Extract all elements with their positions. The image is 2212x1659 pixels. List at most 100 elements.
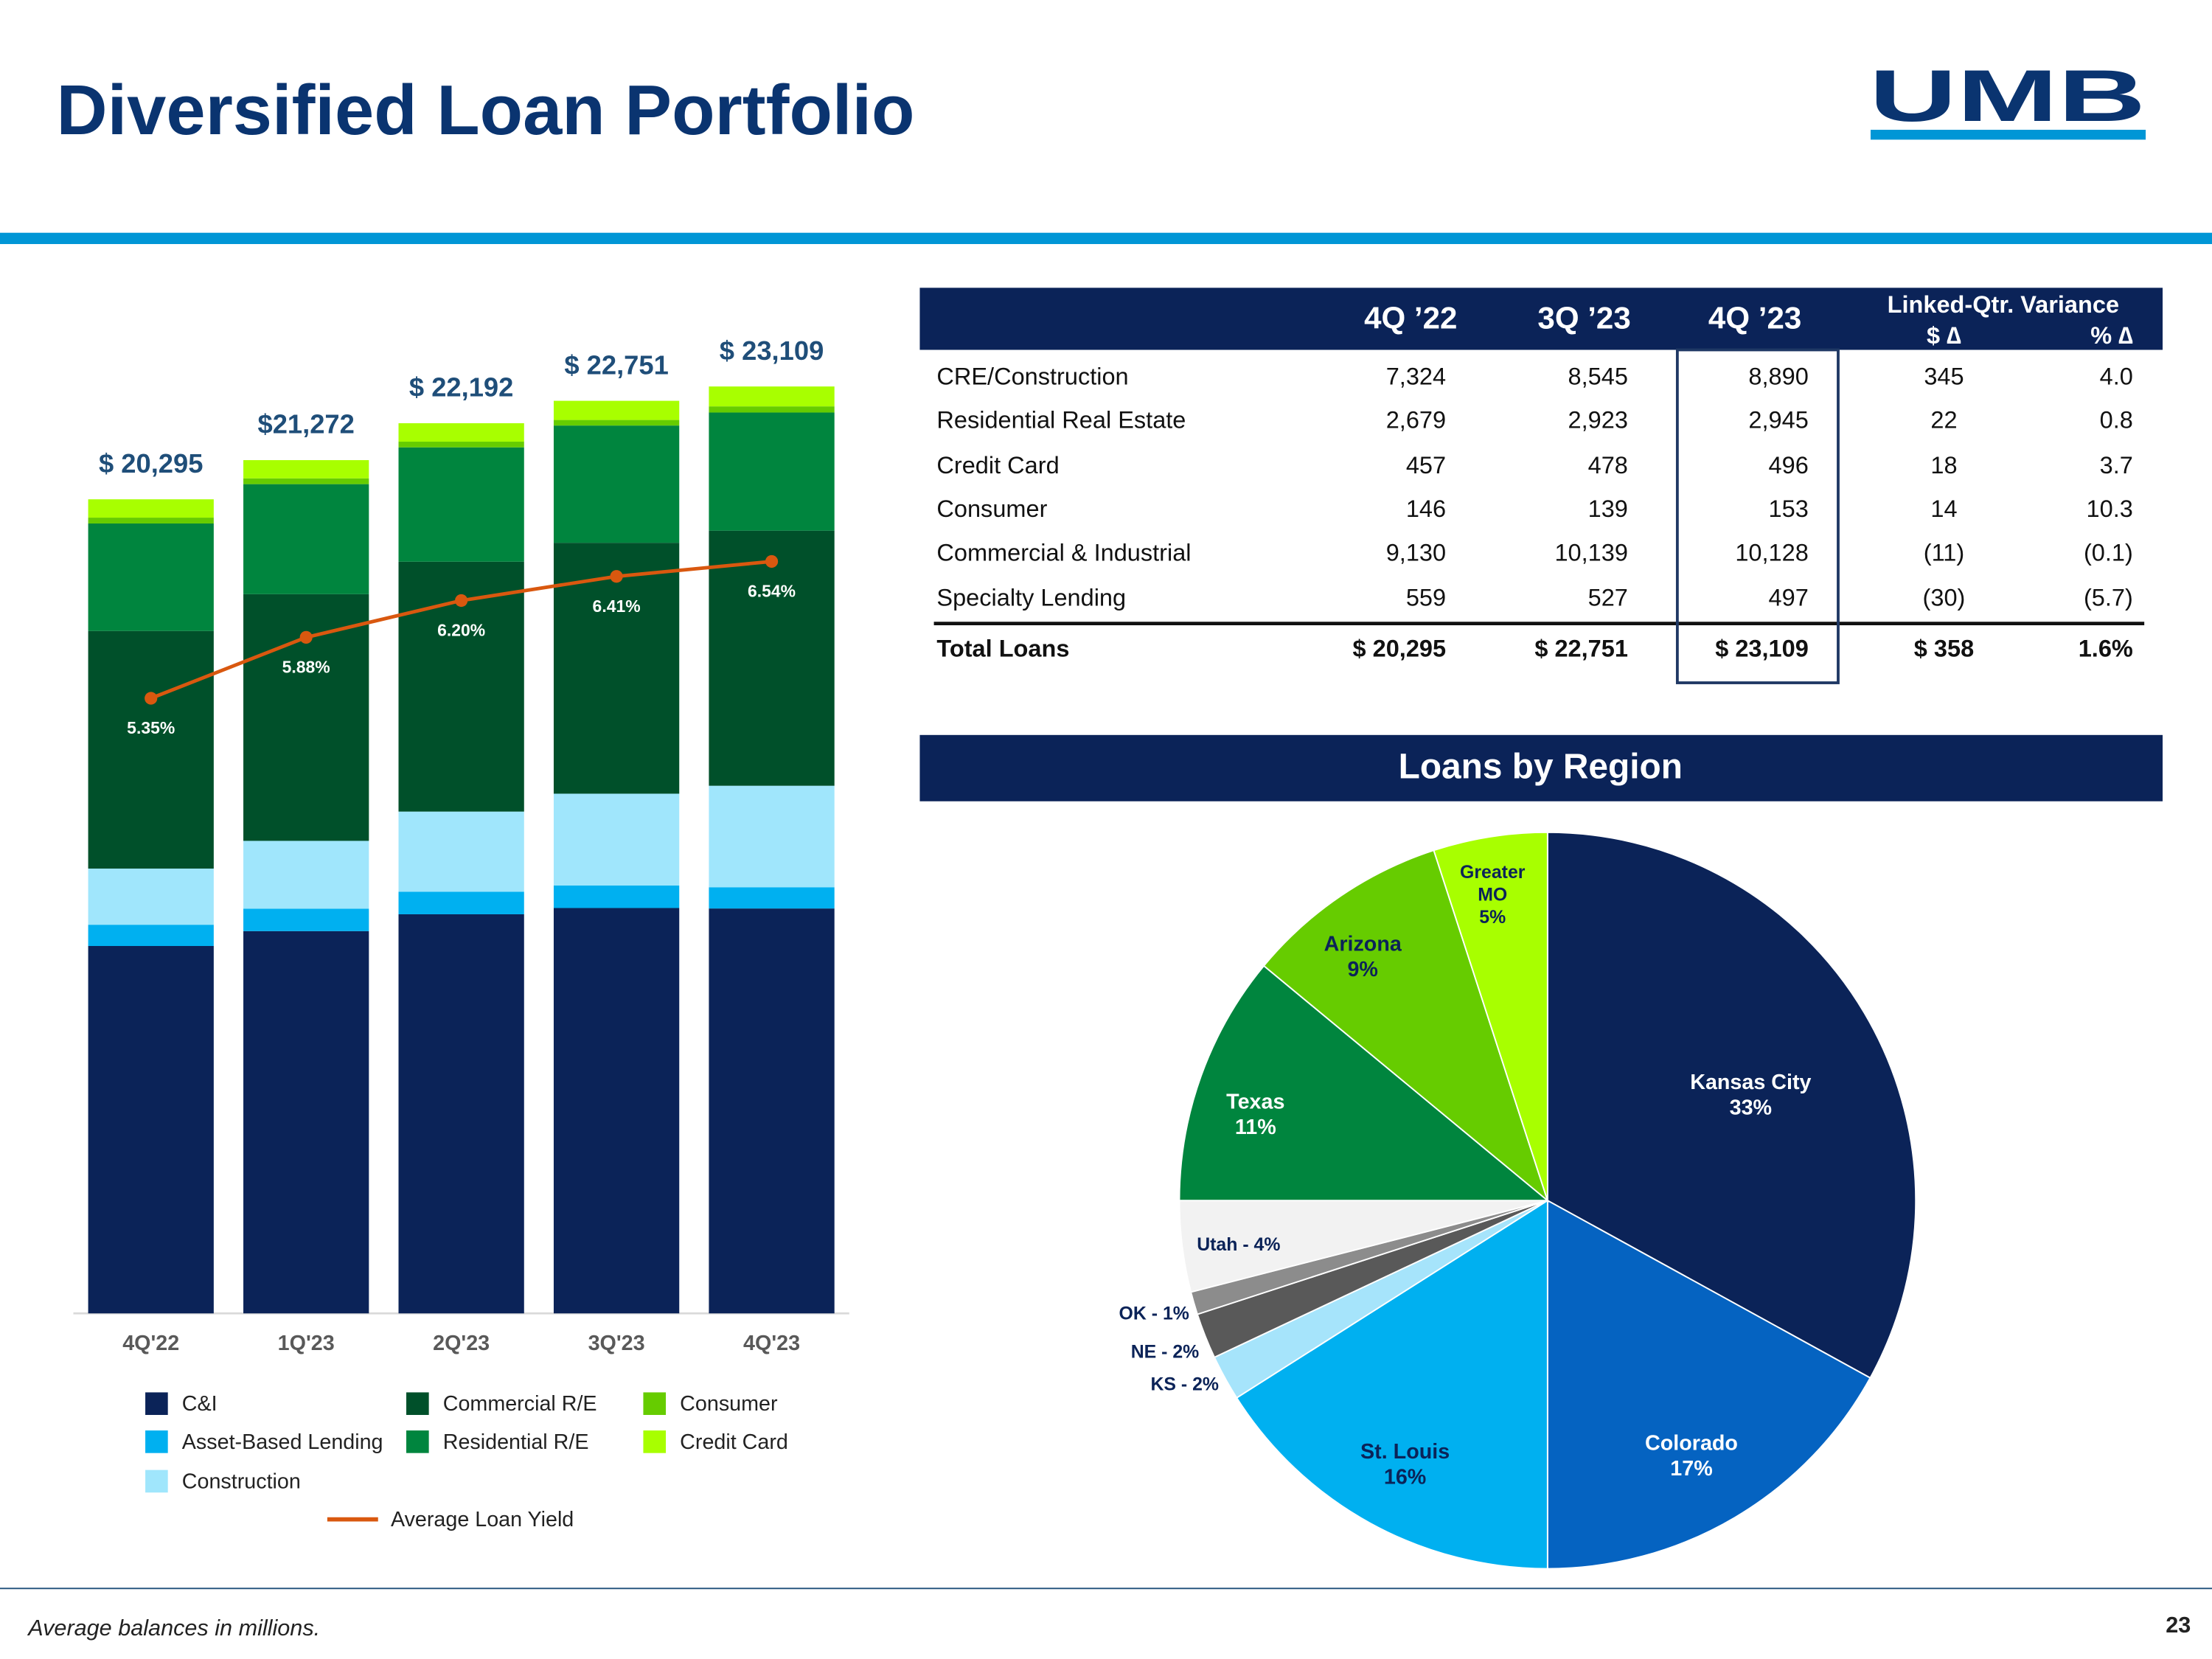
bar-segment (553, 420, 680, 426)
bar-total-label: $ 22,192 (409, 372, 513, 403)
bar-segment (88, 518, 214, 524)
table-cell: (11) (1924, 540, 1964, 566)
yield-point (299, 630, 313, 644)
pie-label: KS - 2% (1150, 1374, 1219, 1394)
bar-segment (88, 945, 214, 1314)
table-cell: 497 (1769, 585, 1809, 611)
x-tick-label: 1Q'23 (278, 1332, 335, 1355)
pie-title-bar (919, 734, 2163, 801)
x-tick-label: 2Q'23 (433, 1332, 490, 1355)
pie-slice (1546, 831, 1917, 1380)
bar-total-label: $ 20,295 (99, 448, 203, 479)
pie-label: 16% (1384, 1466, 1426, 1489)
pie-label: Kansas City (1690, 1071, 1811, 1094)
yield-point (610, 570, 623, 583)
bar-segment (553, 793, 680, 886)
table-cell: Consumer (936, 495, 1047, 522)
yield-point (455, 594, 468, 608)
yield-label: 6.20% (437, 621, 485, 640)
table-cell: 4.0 (2100, 363, 2133, 389)
bar-segment (88, 869, 214, 925)
bar-segment (709, 406, 835, 413)
bar-segment (553, 908, 680, 1314)
bar-segment (88, 523, 214, 631)
table-cell: 8,545 (1568, 363, 1628, 389)
bar-segment (243, 460, 369, 479)
bar-total-label: $21,272 (257, 409, 354, 439)
bar-segment (243, 931, 369, 1314)
bar-total-label: $ 22,751 (564, 349, 668, 380)
logo-underline (1870, 130, 2146, 140)
variance-header: Linked-Qtr. Variance (1888, 291, 2119, 318)
legend-label: Credit Card (680, 1430, 788, 1454)
table-cell: 2,923 (1568, 407, 1628, 434)
table-cell: 496 (1769, 452, 1809, 479)
legend-label: Asset-Based Lending (182, 1430, 383, 1454)
pie-label: St. Louis (1360, 1440, 1450, 1464)
bar-segment (88, 630, 214, 869)
bar-total-label: $ 23,109 (720, 335, 824, 366)
bar-segment (398, 442, 524, 448)
table-column-header: 4Q ’23 (1708, 300, 1801, 335)
header-rule (0, 232, 2212, 244)
yield-label: 5.88% (282, 658, 330, 677)
bar-segment (709, 412, 835, 531)
table-cell: Residential Real Estate (936, 407, 1186, 434)
legend-swatch (406, 1430, 429, 1453)
pie-label: 5% (1479, 907, 1506, 928)
logo: UMB (1869, 55, 2146, 137)
table-cell: $ 358 (1914, 636, 1974, 662)
table-cell: 527 (1588, 585, 1628, 611)
bar-segment (398, 914, 524, 1314)
bar-segment (709, 386, 835, 407)
table-cell: $ 20,295 (1353, 636, 1447, 662)
table-cell: 14 (1930, 495, 1957, 522)
yield-label: 6.41% (593, 597, 641, 616)
table-cell: 139 (1588, 495, 1628, 522)
table-header (919, 288, 2163, 350)
yield-point (765, 554, 779, 568)
bar-segment (88, 499, 214, 518)
x-tick-label: 4Q'22 (122, 1332, 179, 1355)
table-cell: 1.6% (2079, 636, 2133, 662)
pie-slice (1546, 1199, 1871, 1570)
bar-segment (243, 478, 369, 484)
legend-label: C&I (182, 1392, 218, 1416)
yield-label: 6.54% (748, 582, 796, 601)
bar-segment (709, 908, 835, 1314)
legend-swatch (643, 1392, 667, 1416)
table-cell: 7,324 (1386, 363, 1446, 389)
x-tick-label: 3Q'23 (588, 1332, 645, 1355)
yield-label: 5.35% (127, 718, 175, 737)
table-cell: 2,945 (1748, 407, 1808, 434)
table-cell: (5.7) (2084, 585, 2133, 611)
legend-swatch (145, 1430, 168, 1453)
table-cell: Specialty Lending (936, 585, 1126, 611)
table-cell: 10,139 (1554, 540, 1627, 566)
pie-label: 33% (1730, 1096, 1772, 1119)
table-cell: (0.1) (2084, 540, 2133, 566)
pie-label: Colorado (1645, 1432, 1738, 1455)
legend-label: Commercial R/E (443, 1392, 597, 1416)
table-cell: 146 (1406, 495, 1446, 522)
bar-segment (243, 841, 369, 909)
pie-slice (1262, 849, 1549, 1203)
pie-slice (1235, 1199, 1548, 1570)
bar-segment (243, 908, 369, 931)
table-cell: 153 (1769, 495, 1809, 522)
bar-segment (243, 484, 369, 594)
table-cell: 345 (1924, 363, 1964, 389)
bar-segment (709, 530, 835, 786)
pie-label: MO (1478, 884, 1507, 905)
pie-label: 9% (1347, 958, 1377, 981)
table-cell: 0.8 (2100, 407, 2133, 434)
table-cell: 559 (1406, 585, 1446, 611)
table-cell: CRE/Construction (936, 363, 1128, 389)
pie-label: NE - 2% (1131, 1341, 1200, 1362)
yield-point (145, 692, 158, 705)
table-cell: 3.7 (2100, 452, 2133, 479)
variance-column-header: % ∆ (2090, 322, 2133, 349)
legend-label: Construction (182, 1470, 301, 1493)
table-cell: 8,890 (1748, 363, 1808, 389)
